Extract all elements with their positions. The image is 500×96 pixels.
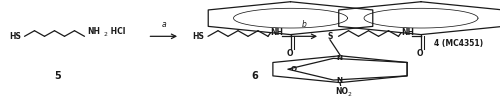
Text: S: S — [328, 32, 333, 41]
Text: O: O — [417, 49, 424, 58]
Text: NO: NO — [335, 87, 348, 96]
Text: NH: NH — [401, 28, 414, 37]
Text: HS: HS — [9, 32, 21, 41]
Text: 2: 2 — [104, 32, 108, 37]
Text: HS: HS — [192, 32, 204, 41]
Text: 5: 5 — [54, 71, 61, 81]
Text: 6: 6 — [252, 71, 258, 81]
Text: N: N — [336, 77, 342, 83]
Text: NH: NH — [87, 27, 100, 36]
Text: 4 (MC4351): 4 (MC4351) — [434, 39, 482, 48]
Text: NH: NH — [270, 28, 283, 37]
Text: N: N — [336, 55, 342, 61]
Text: 2: 2 — [348, 92, 352, 96]
Text: O: O — [291, 66, 297, 72]
Text: b: b — [302, 20, 306, 29]
Text: HCl: HCl — [108, 27, 126, 36]
Text: a: a — [162, 20, 166, 29]
Text: O: O — [286, 49, 293, 58]
